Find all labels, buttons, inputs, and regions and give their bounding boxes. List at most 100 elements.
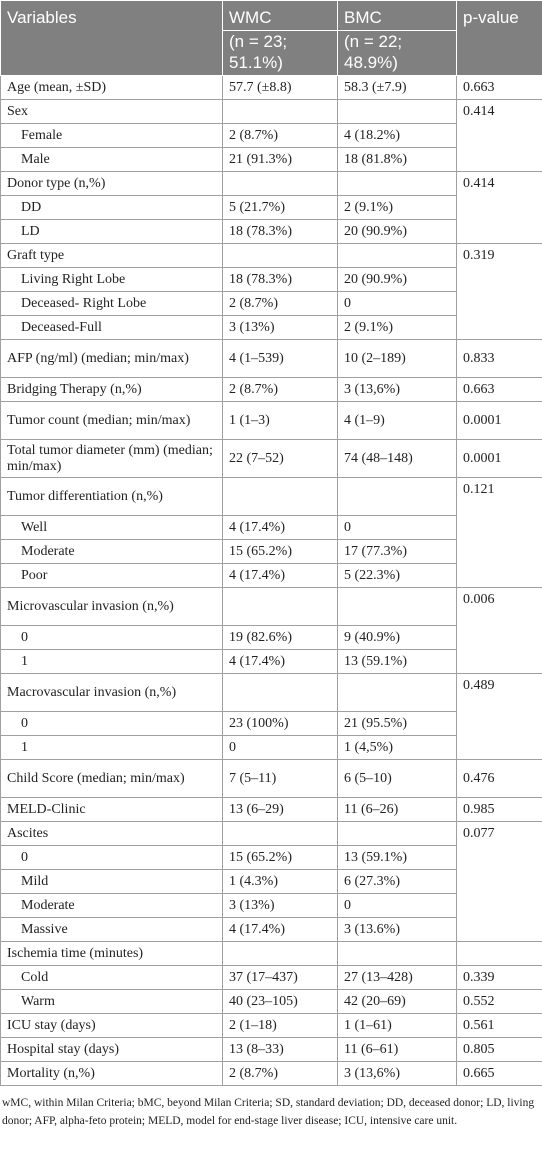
table-row: Child Score (median; min/max) 7 (5–11) 6 (… [0, 759, 542, 798]
table-cell: 0 [0, 845, 223, 870]
table-cell [222, 477, 338, 516]
table-cell [456, 941, 542, 966]
table-cell [222, 941, 338, 966]
table-cell: 18 (78.3%) [222, 267, 338, 292]
table-cell [337, 243, 457, 268]
table-cell [337, 99, 457, 124]
table-cell: 13 (59.1%) [337, 845, 457, 870]
table-cell: Cold [0, 965, 223, 990]
table-cell [222, 243, 338, 268]
table-row: Macrovascular invasion (n,%) 0.489 [0, 673, 542, 760]
table-cell: 2 (9.1%) [337, 195, 457, 220]
table-cell: 4 (17.4%) [222, 515, 338, 540]
table-row: ICU stay (days) 2 (1–18) 1 (1–61) 0.561 [0, 1013, 542, 1038]
table-cell: Female [0, 123, 223, 148]
table-cell: Child Score (median; min/max) [0, 759, 223, 798]
table-cell: 5 (21.7%) [222, 195, 338, 220]
table-cell: 58.3 (±7.9) [337, 75, 457, 100]
table-cell [337, 941, 457, 966]
table-cell: 4 (1–9) [337, 401, 457, 440]
table-cell: 20 (90.9%) [337, 267, 457, 292]
table-row: Mild 1 (4.3%) 6 (27.3%) [0, 869, 542, 894]
table-cell: 0.561 [456, 1013, 542, 1038]
table-cell: Total tumor diameter (mm) (median; min/m… [0, 439, 223, 478]
table-row: Mortality (n,%) 2 (8.7%) 3 (13,6%) 0.665 [0, 1061, 542, 1086]
table-row: 0 23 (100%) 21 (95.5%) [0, 711, 542, 736]
table-cell: 15 (65.2%) [222, 539, 338, 564]
table-cell: 0.414 [456, 171, 542, 244]
table-cell: Sex [0, 99, 223, 124]
table-cell: 1 (1–3) [222, 401, 338, 440]
table-cell: 27 (13–428) [337, 965, 457, 990]
table-row: Hospital stay (days) 13 (8–33) 11 (6–61) 0.… [0, 1037, 542, 1062]
table-cell: 3 (13.6%) [337, 917, 457, 942]
table-cell: 1 (1–61) [337, 1013, 457, 1038]
table-row: 0 19 (82.6%) 9 (40.9%) [0, 625, 542, 650]
table-cell: 21 (91.3%) [222, 147, 338, 172]
header-cell: BMC [337, 0, 457, 31]
table-row: DD 5 (21.7%) 2 (9.1%) [0, 195, 542, 220]
table-cell: 2 (8.7%) [222, 1061, 338, 1086]
table-cell: 0.663 [456, 377, 542, 402]
table-cell: 22 (7–52) [222, 439, 338, 478]
table-cell: Ascites [0, 821, 223, 846]
table-cell: 7 (5–11) [222, 759, 338, 798]
table-cell [337, 587, 457, 626]
table-cell: 74 (48–148) [337, 439, 457, 478]
table-cell: 2 (9.1%) [337, 315, 457, 340]
table-row: Poor 4 (17.4%) 5 (22.3%) [0, 563, 542, 588]
table-cell [222, 99, 338, 124]
table-cell [222, 587, 338, 626]
table-cell: 0.489 [456, 673, 542, 760]
table-cell: 0.665 [456, 1061, 542, 1086]
table-cell: Living Right Lobe [0, 267, 223, 292]
table-cell: Deceased- Right Lobe [0, 291, 223, 316]
table-cell: 21 (95.5%) [337, 711, 457, 736]
table-cell: 1 [0, 649, 223, 674]
table-cell: 20 (90.9%) [337, 219, 457, 244]
table-cell: 4 (17.4%) [222, 649, 338, 674]
table-cell: 17 (77.3%) [337, 539, 457, 564]
table-cell: 0 [0, 711, 223, 736]
table-cell: 4 (17.4%) [222, 917, 338, 942]
table-cell: 0.833 [456, 339, 542, 378]
table-cell [222, 673, 338, 712]
table-cell: 18 (78.3%) [222, 219, 338, 244]
table-cell: 57.7 (±8.8) [222, 75, 338, 100]
table-cell: 3 (13%) [222, 893, 338, 918]
header-cell: p-value [456, 0, 542, 76]
table-row: Microvascular invasion (n,%) 0.006 [0, 587, 542, 674]
table-cell [337, 171, 457, 196]
table-cell: 4 (17.4%) [222, 563, 338, 588]
table-cell: 42 (20–69) [337, 989, 457, 1014]
table-cell: 0.985 [456, 797, 542, 822]
table-cell: 0.121 [456, 477, 542, 588]
table-cell: 13 (59.1%) [337, 649, 457, 674]
table-cell: DD [0, 195, 223, 220]
footnote: wMC, within Milan Criteria; bMC, beyond … [2, 1097, 535, 1127]
table-row: Ischemia time (minutes) [0, 941, 542, 966]
table-cell: Tumor count (median; min/max) [0, 401, 223, 440]
table-cell: 3 (13,6%) [337, 377, 457, 402]
table-cell: 3 (13%) [222, 315, 338, 340]
table-cell: 18 (81.8%) [337, 147, 457, 172]
table-cell: 40 (23–105) [222, 989, 338, 1014]
table-cell: 37 (17–437) [222, 965, 338, 990]
table-cell: Macrovascular invasion (n,%) [0, 673, 223, 712]
table-header: Variables WMC BMC p-value (n = 23; 51.1%… [0, 0, 542, 76]
table-cell: 0 [337, 515, 457, 540]
table-cell [222, 821, 338, 846]
table-cell: 23 (100%) [222, 711, 338, 736]
table-cell: Moderate [0, 893, 223, 918]
table-cell: 10 (2–189) [337, 339, 457, 378]
table-row: Ascites 0.077 [0, 821, 542, 942]
table-cell: 2 (8.7%) [222, 377, 338, 402]
table-cell: Male [0, 147, 223, 172]
table-row: Total tumor diameter (mm) (median; min/m… [0, 439, 542, 478]
table-row: Tumor differentiation (n,%) 0.121 [0, 477, 542, 588]
table-row: Donor type (n,%) 0.414 [0, 171, 542, 244]
table-cell: 1 [0, 735, 223, 760]
table-cell: 3 (13,6%) [337, 1061, 457, 1086]
table-row: Age (mean, ±SD) 57.7 (±8.8) 58.3 (±7.9) 0.6… [0, 75, 542, 100]
